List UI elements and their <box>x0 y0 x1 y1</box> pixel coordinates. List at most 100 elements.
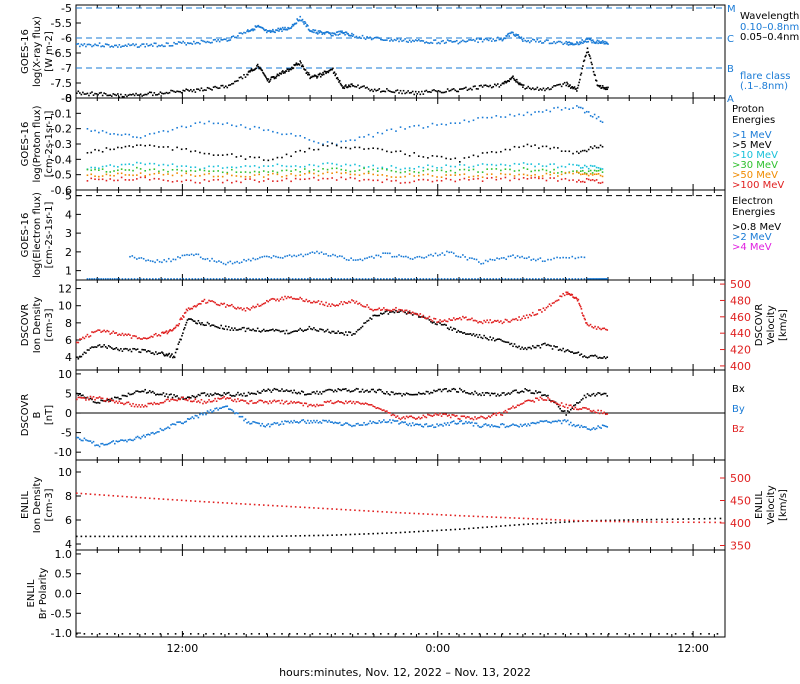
data-point <box>167 173 169 175</box>
data-point <box>425 278 428 280</box>
data-point <box>340 278 343 280</box>
data-point <box>324 70 327 73</box>
data-point <box>234 278 236 280</box>
data-point <box>501 278 504 280</box>
data-point <box>545 88 548 90</box>
data-point <box>503 392 505 394</box>
data-point <box>531 311 534 314</box>
data-point <box>139 172 142 174</box>
data-point <box>372 532 374 535</box>
data-point <box>518 523 520 526</box>
data-point <box>201 321 203 324</box>
data-point <box>468 169 470 172</box>
data-point <box>516 391 519 394</box>
data-point <box>77 42 80 45</box>
data-point <box>307 72 310 74</box>
data-point <box>332 304 335 306</box>
data-point <box>326 70 329 73</box>
data-point <box>147 391 150 394</box>
data-point <box>382 252 384 254</box>
data-point <box>272 28 274 31</box>
data-point <box>666 521 669 523</box>
data-point <box>262 129 265 132</box>
data-point <box>283 28 286 31</box>
data-point <box>395 179 397 182</box>
data-point <box>148 91 151 94</box>
data-point <box>401 278 403 280</box>
data-point <box>110 397 113 400</box>
data-point <box>223 86 226 89</box>
data-point <box>407 256 409 259</box>
y-tick-label: -5 <box>61 427 72 440</box>
data-point <box>575 88 577 90</box>
data-point <box>138 46 140 48</box>
data-point <box>486 168 488 170</box>
data-point <box>413 312 416 315</box>
data-point <box>484 37 487 40</box>
data-point <box>549 163 552 166</box>
data-point <box>246 29 249 31</box>
data-point <box>267 423 270 425</box>
data-point <box>519 278 522 280</box>
data-point <box>585 322 588 324</box>
data-point <box>395 130 397 132</box>
data-point <box>510 424 513 426</box>
data-point <box>585 633 587 635</box>
data-point <box>328 419 330 422</box>
data-point <box>83 351 86 354</box>
data-point <box>601 424 604 427</box>
data-point <box>451 319 454 321</box>
data-point <box>141 435 143 438</box>
data-point <box>304 69 307 71</box>
data-point <box>273 77 276 80</box>
y-tick-label: 6 <box>65 334 72 347</box>
data-point <box>92 346 95 349</box>
data-point <box>139 406 142 408</box>
data-point <box>381 510 384 513</box>
data-point <box>294 64 296 67</box>
data-point <box>94 168 96 171</box>
data-point <box>107 398 110 401</box>
data-point <box>582 520 584 522</box>
data-point <box>376 167 379 170</box>
data-point <box>259 256 261 259</box>
data-point <box>172 329 174 331</box>
data-point <box>463 415 466 418</box>
data-point <box>220 38 222 41</box>
data-point <box>110 399 113 402</box>
data-point <box>308 139 311 141</box>
data-point <box>547 258 549 261</box>
data-point <box>76 633 78 635</box>
y-axis-label-line: [cm-3] <box>44 308 55 341</box>
data-point <box>574 352 577 354</box>
data-point <box>124 174 127 176</box>
data-point <box>419 93 422 96</box>
data-point <box>106 633 108 635</box>
data-point <box>589 323 592 326</box>
data-point <box>448 40 450 42</box>
data-point <box>151 390 154 393</box>
data-point <box>556 299 558 302</box>
data-point <box>76 492 78 494</box>
data-point <box>272 75 275 78</box>
data-point <box>220 302 222 305</box>
data-point <box>548 421 551 423</box>
data-point <box>164 428 166 430</box>
data-point <box>469 422 472 424</box>
data-point <box>313 172 315 175</box>
data-point <box>172 356 174 359</box>
data-point <box>127 333 130 335</box>
data-point <box>103 444 105 446</box>
data-point <box>331 177 333 179</box>
data-point <box>573 519 575 522</box>
data-point <box>188 278 191 280</box>
data-point <box>273 278 276 280</box>
data-point <box>408 169 411 172</box>
data-point <box>463 164 466 166</box>
data-point <box>350 34 352 37</box>
data-point <box>354 170 356 172</box>
data-point <box>411 393 414 396</box>
data-point <box>398 40 400 43</box>
data-point <box>91 331 93 333</box>
data-point <box>113 133 115 135</box>
